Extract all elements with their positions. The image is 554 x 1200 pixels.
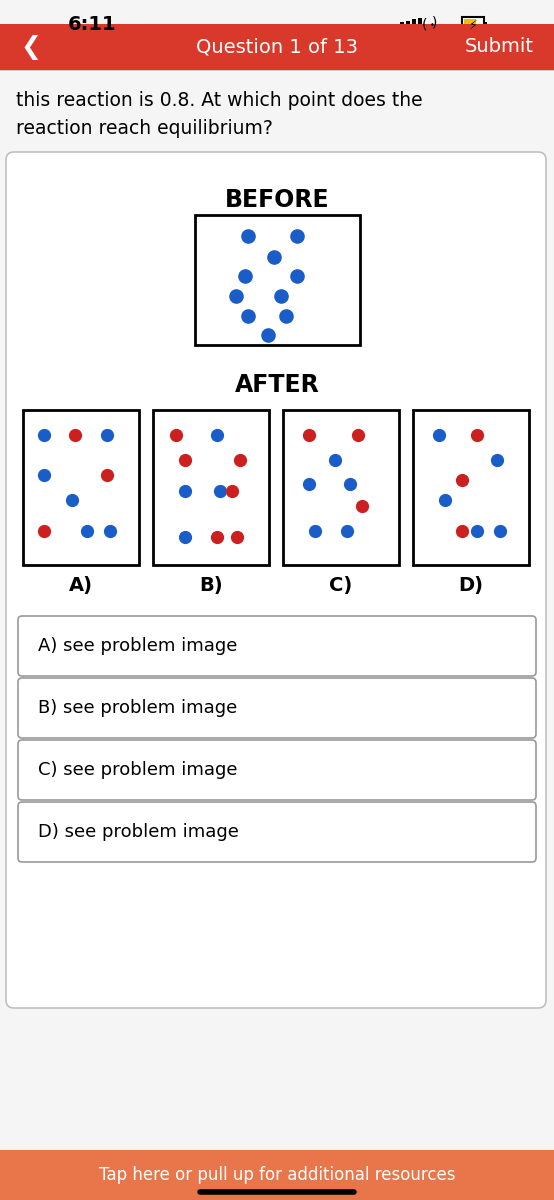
Text: Question 1 of 13: Question 1 of 13 [196,37,358,56]
FancyBboxPatch shape [18,740,536,800]
Text: •: • [429,20,434,30]
Bar [464,19,476,31]
Text: AFTER: AFTER [235,373,319,397]
Text: B): B) [199,576,223,594]
Bar [400,22,404,28]
Text: C) see problem image: C) see problem image [38,761,238,779]
Text: B) see problem image: B) see problem image [38,698,237,716]
Bar [0,1150,554,1200]
FancyBboxPatch shape [18,678,536,738]
Text: Submit: Submit [465,37,534,56]
Text: C): C) [330,576,353,594]
Text: ❮: ❮ [20,35,41,60]
Text: BEFORE: BEFORE [225,188,329,212]
Bar [413,410,529,565]
Text: Tap here or pull up for additional resources: Tap here or pull up for additional resou… [99,1166,455,1184]
Bar [153,410,269,565]
FancyBboxPatch shape [6,152,546,1008]
Bar [23,410,139,565]
Bar [484,22,487,28]
Text: (: ( [422,18,427,32]
Bar [418,18,422,32]
Text: D): D) [459,576,484,594]
Bar [412,19,416,31]
Text: 6:11: 6:11 [68,16,117,35]
Bar [195,215,360,346]
Text: ⚡: ⚡ [469,18,478,31]
Text: ): ) [432,14,437,29]
Bar [0,24,554,70]
FancyBboxPatch shape [462,17,484,32]
FancyBboxPatch shape [18,802,536,862]
Text: this reaction is 0.8. At which point does the: this reaction is 0.8. At which point doe… [16,90,423,109]
Text: A): A) [69,576,93,594]
Text: A) see problem image: A) see problem image [38,637,237,655]
Bar [283,410,399,565]
FancyBboxPatch shape [18,616,536,676]
Bar [406,20,410,30]
Text: reaction reach equilibrium?: reaction reach equilibrium? [16,119,273,138]
Text: D) see problem image: D) see problem image [38,823,239,841]
